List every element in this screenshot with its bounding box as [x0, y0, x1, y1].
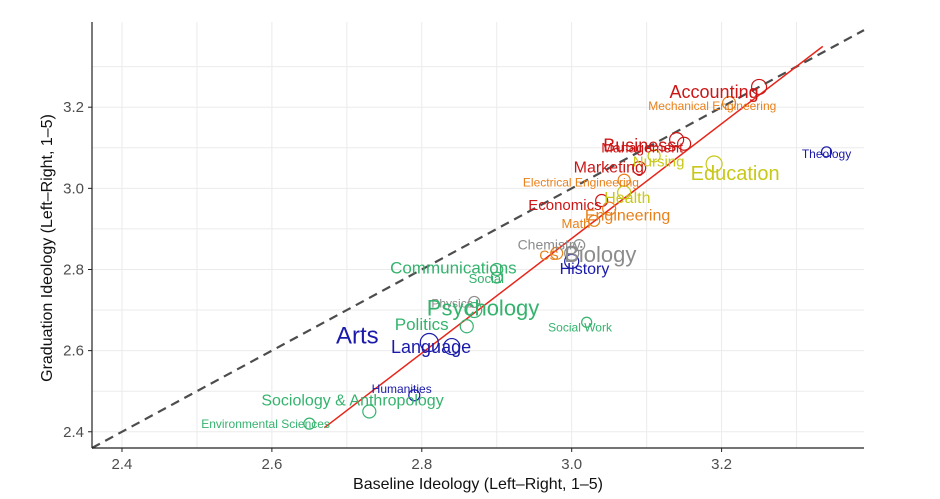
data-point [750, 78, 768, 96]
data-point [490, 271, 503, 284]
point-label: Math [562, 216, 591, 231]
grid [92, 22, 864, 448]
x-tick-label: 2.8 [411, 456, 432, 473]
data-point [550, 246, 564, 260]
y-tick-label: 3.2 [63, 99, 84, 116]
reference-line [91, 29, 865, 449]
point-label: Economics [528, 197, 601, 214]
point-label: Business [603, 135, 676, 155]
y-tick-label: 2.4 [63, 424, 84, 441]
data-points [303, 78, 833, 430]
axes: 2.4 2.6 2.8 3.0 3.2 2.4 2.6 2.8 3.0 3.2 [63, 22, 864, 473]
point-label: Marketing [574, 159, 644, 176]
data-point [669, 132, 685, 148]
point-label: Chemistry [518, 237, 581, 253]
data-point [362, 404, 377, 419]
point-label: Environmental Sciences [201, 417, 330, 431]
point-label: Theology [802, 147, 851, 161]
point-label: Arts [336, 323, 379, 350]
point-label: Humanities [372, 382, 432, 396]
point-label: Nursing [633, 154, 685, 171]
point-label: Engineering [585, 208, 670, 225]
point-label: Physics [431, 296, 472, 310]
data-point [419, 332, 439, 353]
data-point [408, 389, 421, 402]
data-point [466, 301, 483, 319]
trend-lines [91, 29, 865, 449]
data-point [490, 262, 504, 277]
data-point [564, 253, 580, 269]
point-label: Education [691, 163, 780, 185]
point-label: Mechanical Engineering [648, 99, 776, 113]
data-point [581, 316, 593, 328]
x-axis-title: Baseline Ideology (Left–Right, 1–5) [353, 476, 603, 493]
point-label: Health [604, 190, 650, 207]
y-tick-label: 2.8 [63, 261, 84, 278]
data-point [588, 214, 601, 227]
point-label: Electrical Engineering [523, 175, 639, 189]
y-axis-title: Graduation Ideology (Left–Right, 1–5) [39, 114, 56, 382]
point-label: Politics [395, 315, 449, 334]
data-point [602, 201, 617, 216]
data-point [468, 295, 481, 309]
point-label: Social [469, 271, 505, 286]
data-point [705, 155, 723, 173]
data-point [573, 239, 586, 252]
data-point [820, 146, 833, 158]
point-label: CS [539, 247, 558, 263]
data-point [303, 417, 316, 430]
x-tick-label: 3.2 [711, 456, 732, 473]
fit-line [323, 45, 824, 429]
data-point [677, 136, 692, 151]
data-point [721, 96, 737, 111]
point-label: Management [601, 139, 683, 155]
data-point [647, 149, 661, 163]
point-label: Communications [390, 258, 517, 277]
data-point [617, 185, 632, 200]
data-point [595, 193, 609, 208]
y-tick-label: 2.6 [63, 343, 84, 360]
y-tick-label: 3.0 [63, 180, 84, 197]
data-point [459, 319, 474, 334]
data-point [443, 337, 461, 356]
x-tick-label: 2.4 [112, 456, 133, 473]
data-point [632, 160, 647, 176]
point-label: Language [391, 337, 471, 357]
point-label: Biology [564, 242, 636, 267]
data-point [564, 245, 580, 261]
point-label: Accounting [670, 82, 759, 102]
point-label: Sociology & Anthropology [261, 393, 443, 410]
point-label: History [560, 261, 610, 278]
point-label: Psychology [427, 296, 540, 321]
x-tick-label: 2.6 [261, 456, 282, 473]
x-tick-label: 3.0 [561, 456, 582, 473]
point-label: Social Work [548, 320, 613, 334]
